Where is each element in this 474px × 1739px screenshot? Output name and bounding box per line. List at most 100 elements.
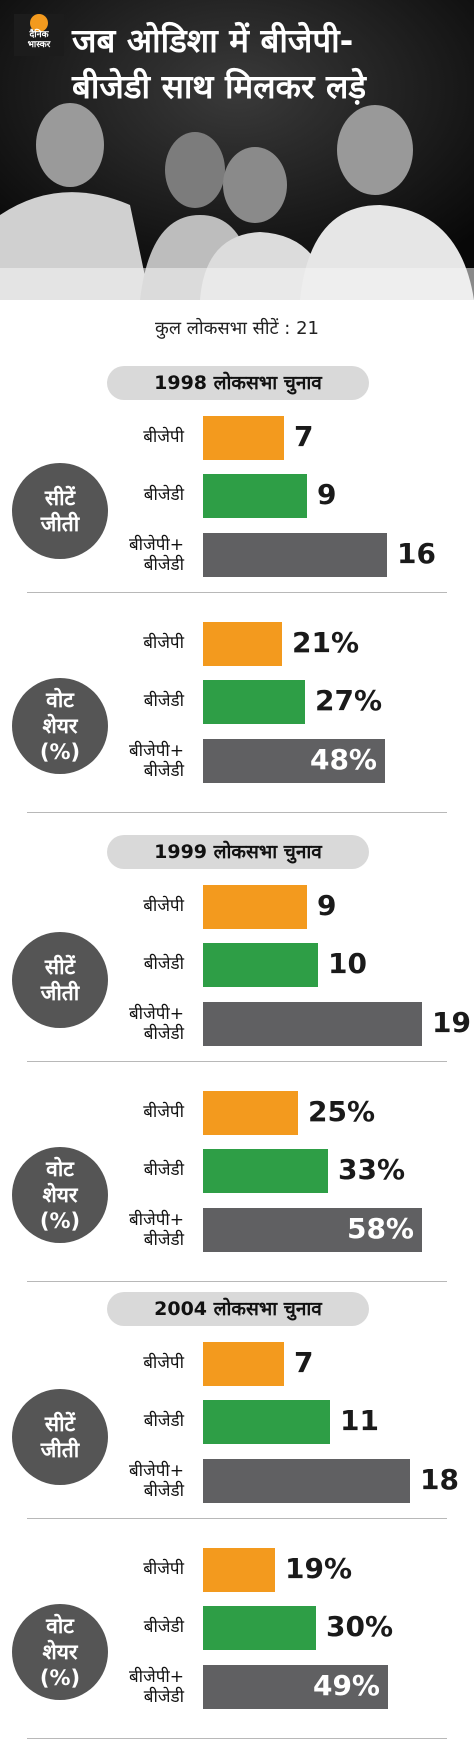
bar <box>203 739 385 783</box>
data-label: 58% <box>346 1212 414 1245</box>
bar-label: बीजेडी <box>143 691 184 711</box>
bar-label: बीजेडी <box>143 1617 184 1637</box>
bar <box>203 885 307 929</box>
bar <box>203 622 282 666</box>
bar-label: बीजेपी+ बीजेडी <box>129 1667 184 1707</box>
data-label: 7 <box>294 1346 314 1379</box>
data-label: 16 <box>397 537 436 570</box>
data-label: 21% <box>292 626 360 659</box>
badge-text: सीटें <box>44 486 76 510</box>
bar-label-line: बीजेडी <box>143 555 184 575</box>
badge-text: वोट <box>46 688 74 712</box>
bar-label: बीजेपी <box>143 1353 184 1373</box>
bar <box>203 416 284 460</box>
bar-label: बीजेडी <box>143 1160 184 1180</box>
section-heading: 1998 लोकसभा चुनाव <box>107 366 369 400</box>
bar-label: बीजेपी+ बीजेडी <box>129 1004 184 1044</box>
data-label: 19 <box>432 1006 471 1039</box>
badge-text: वोट <box>46 1614 74 1638</box>
badge-text: (%) <box>39 1209 81 1233</box>
seats-won-badge: सीटें जीती <box>12 932 108 1028</box>
badge-text: जीती <box>40 1438 80 1462</box>
badge-text: (%) <box>39 1666 81 1690</box>
title-line-2: बीजेडी साथ मिलकर लड़े <box>72 67 367 106</box>
seats-won-badge: सीटें जीती <box>12 1389 108 1485</box>
data-label: 25% <box>308 1095 376 1128</box>
bar-label-line: बीजेडी <box>143 1687 184 1707</box>
bar <box>203 1149 328 1193</box>
bar-label-line: बीजेपी+ <box>128 1210 184 1230</box>
data-label: 48% <box>309 743 377 776</box>
data-label: 7 <box>294 420 314 453</box>
header-banner: दैनिक भास्कर जब ओडिशा में बीजेपी- बीजेडी… <box>0 0 474 300</box>
section-divider <box>27 592 447 593</box>
bar-label: बीजेपी+ बीजेडी <box>129 741 184 781</box>
section-heading: 1999 लोकसभा चुनाव <box>107 835 369 869</box>
section-divider <box>27 1061 447 1062</box>
bar <box>203 943 318 987</box>
data-label: 18 <box>420 1463 459 1496</box>
seats-won-badge: सीटें जीती <box>12 463 108 559</box>
bar-label: बीजेपी+ बीजेडी <box>129 535 184 575</box>
bar-label-line: बीजेडी <box>143 1230 184 1250</box>
bar-label-line: बीजेपी+ <box>128 1004 184 1024</box>
bar <box>203 1400 330 1444</box>
badge-text: शेयर <box>42 1640 78 1664</box>
bar-label-line: बीजेडी <box>143 761 184 781</box>
data-label: 10 <box>328 947 367 980</box>
data-label: 11 <box>340 1404 379 1437</box>
bar <box>203 1459 410 1503</box>
bar <box>203 1208 422 1252</box>
bar <box>203 1665 388 1709</box>
bar <box>203 533 387 577</box>
data-label: 9 <box>317 889 337 922</box>
bar-label: बीजेपी+ बीजेडी <box>129 1461 184 1501</box>
bar <box>203 1606 316 1650</box>
bar-label: बीजेडी <box>143 485 184 505</box>
vote-share-badge: वोट शेयर (%) <box>12 1147 108 1243</box>
vote-share-badge: वोट शेयर (%) <box>12 1604 108 1700</box>
badge-text: सीटें <box>44 955 76 979</box>
section-divider <box>27 1281 447 1282</box>
badge-text: सीटें <box>44 1412 76 1436</box>
subtitle: कुल लोकसभा सीटें : 21 <box>155 318 319 339</box>
section-divider <box>27 1518 447 1519</box>
bar-label: बीजेपी <box>143 1559 184 1579</box>
badge-text: जीती <box>40 512 80 536</box>
bar-label-line: बीजेडी <box>143 1481 184 1501</box>
bar-label-line: बीजेपी+ <box>128 535 184 555</box>
badge-text: वोट <box>46 1157 74 1181</box>
section-heading: 2004 लोकसभा चुनाव <box>107 1292 369 1326</box>
logo-sun-icon <box>30 14 48 32</box>
page-title: जब ओडिशा में बीजेपी- बीजेडी साथ मिलकर लड… <box>72 18 472 110</box>
bar <box>203 1548 275 1592</box>
bar-label-line: बीजेपी+ <box>128 1667 184 1687</box>
bar <box>203 1002 422 1046</box>
bar-label: बीजेपी <box>143 427 184 447</box>
bar-label: बीजेपी+ बीजेडी <box>129 1210 184 1250</box>
badge-text: शेयर <box>42 714 78 738</box>
badge-text: शेयर <box>42 1183 78 1207</box>
logo-text: दैनिक भास्कर <box>27 30 51 50</box>
bar-label-line: बीजेपी+ <box>128 1461 184 1481</box>
bar <box>203 474 307 518</box>
data-label: 49% <box>312 1669 380 1702</box>
badge-text: जीती <box>40 981 80 1005</box>
bar <box>203 1091 298 1135</box>
bar-label: बीजेडी <box>143 1411 184 1431</box>
header-photo <box>0 0 474 300</box>
bar <box>203 1342 284 1386</box>
section-divider <box>27 812 447 813</box>
data-label: 9 <box>317 478 337 511</box>
title-line-1: जब ओडिशा में बीजेपी- <box>72 21 354 60</box>
bar-label-line: बीजेडी <box>143 1024 184 1044</box>
bar-label: बीजेपी <box>143 896 184 916</box>
bar-label: बीजेपी <box>143 1102 184 1122</box>
vote-share-badge: वोट शेयर (%) <box>12 678 108 774</box>
data-label: 19% <box>285 1552 353 1585</box>
badge-text: (%) <box>39 740 81 764</box>
data-label: 33% <box>338 1153 406 1186</box>
data-label: 27% <box>315 684 383 717</box>
data-label: 30% <box>326 1610 394 1643</box>
bar-label-line: बीजेपी+ <box>128 741 184 761</box>
